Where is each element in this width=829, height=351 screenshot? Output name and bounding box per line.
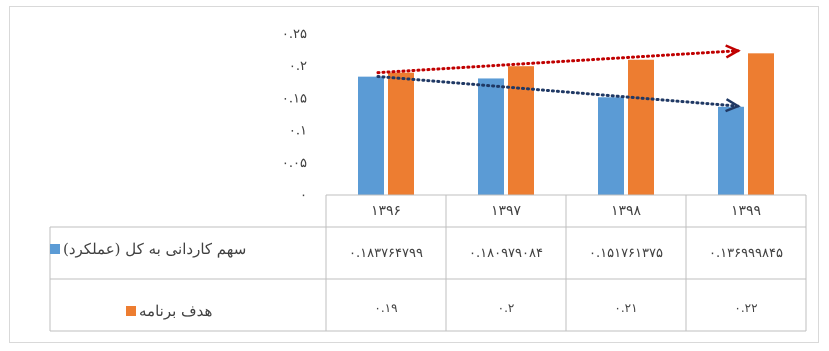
y-tick-label: ۰ <box>300 188 307 203</box>
table-value: ۰.۱۳۶۹۹۹۸۴۵ <box>709 246 783 261</box>
bar-actual <box>478 78 504 195</box>
bar-chart: ۰ ۰.۰۵ ۰.۱ ۰.۱۵ ۰.۲ ۰.۲۵ ۱۳۹۶ ۱۳۹۷ ۱۳۹۸ ۱۳۹۹ ۰.۱۸… <box>49 27 807 332</box>
table-value: ۰.۱۸۰۹۷۹۰۸۴ <box>469 246 543 261</box>
table-value: ۰.۲۱ <box>614 301 637 315</box>
bar-actual <box>358 76 384 195</box>
category-label: ۱۳۹۹ <box>731 203 761 219</box>
y-tick-label: ۰.۱۵ <box>282 91 307 106</box>
actual-trend-arrow <box>376 75 738 107</box>
actual-swatch <box>50 244 60 254</box>
y-tick-label: ۰.۲۵ <box>282 27 307 42</box>
y-tick-label: ۰.۱ <box>289 124 307 139</box>
bar-actual <box>598 97 624 195</box>
table-value: ۰.۲ <box>498 301 515 315</box>
legend-actual: سهم کاردانی به کل (عملکرد) <box>50 240 246 258</box>
target-swatch <box>126 306 136 316</box>
table-value: ۰.۱۸۳۷۶۴۷۹۹ <box>349 246 423 261</box>
category-label: ۱۳۹۸ <box>611 203 642 219</box>
y-tick-label: ۰.۰۵ <box>282 156 307 171</box>
table-value: ۰.۱۹ <box>374 301 397 315</box>
category-label: ۱۳۹۶ <box>371 203 401 219</box>
bar-target <box>748 53 774 195</box>
bar-target <box>508 66 534 195</box>
target-trend-arrow <box>376 51 738 75</box>
bar-actual <box>718 106 744 195</box>
bar-target <box>388 72 414 195</box>
legend-target-label: هدف برنامه <box>139 302 213 320</box>
table-value: ۰.۲۲ <box>734 301 757 315</box>
category-label: ۱۳۹۷ <box>491 203 522 219</box>
y-tick-label: ۰.۲ <box>289 59 307 74</box>
chart-frame: ۰ ۰.۰۵ ۰.۱ ۰.۱۵ ۰.۲ ۰.۲۵ ۱۳۹۶ ۱۳۹۷ ۱۳۹۸ ۱۳۹۹ ۰.۱۸… <box>9 6 819 343</box>
bar-target <box>628 59 654 196</box>
legend-target: هدف برنامه <box>126 302 212 320</box>
legend-actual-label: سهم کاردانی به کل (عملکرد) <box>63 240 247 258</box>
table-value: ۰.۱۵۱۷۶۱۳۷۵ <box>589 246 663 261</box>
